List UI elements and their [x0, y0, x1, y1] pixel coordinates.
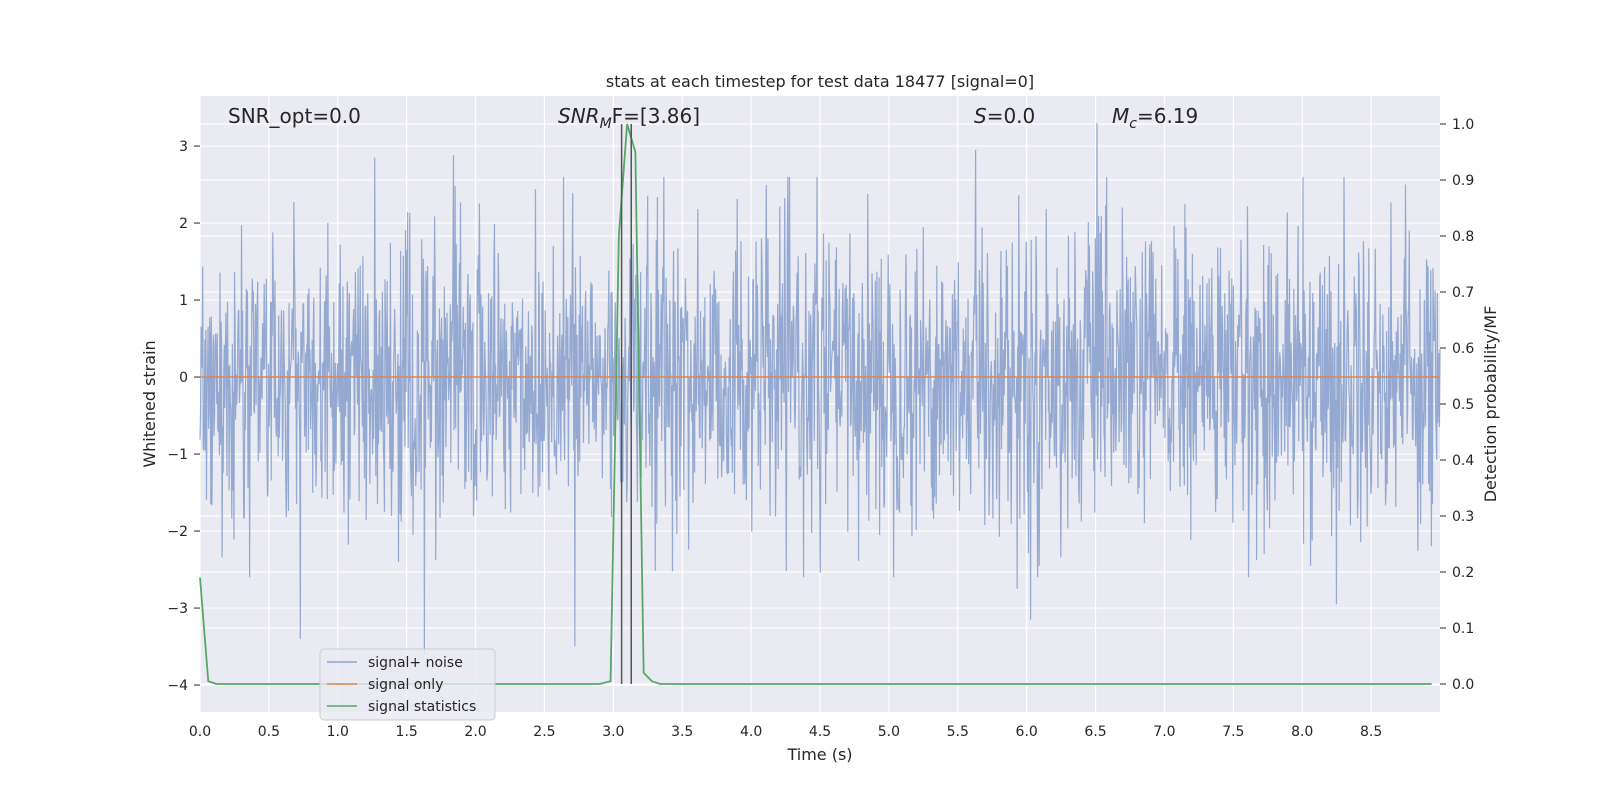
y-right-tick-label: 1.0: [1452, 117, 1474, 133]
y-axis-label-right: Detection probability/MF: [1481, 306, 1500, 503]
y-right-tick-labels: 0.0 0.1 0.2 0.3 0.4 0.5 0.6 0.7 0.8 0.9 1.0: [1440, 117, 1474, 693]
x-tick-label: 2.0: [464, 724, 486, 740]
y-left-tick-label: 2: [179, 216, 188, 232]
x-tick-label: 1.0: [327, 724, 349, 740]
y-right-tick-label: 0.4: [1452, 453, 1474, 469]
signal-statistics-series: [199, 123, 1432, 685]
x-tick-label: 3.0: [602, 724, 624, 740]
signal-statistics-line: [199, 123, 1432, 685]
annotation-mc: Mc=6.19: [1112, 104, 1198, 132]
y-left-tick-label: −1: [167, 447, 188, 463]
y-right-tick-label: 0.1: [1452, 621, 1474, 637]
y-left-tick-label: 0: [179, 370, 188, 386]
legend-label-signal-only: signal only: [368, 677, 443, 693]
annotation-snr-mf: SNRMF=[3.86]: [558, 104, 700, 132]
s-rest: =0.0: [987, 104, 1036, 128]
y-left-tick-label: −3: [167, 601, 188, 617]
x-tick-label: 2.5: [533, 724, 555, 740]
marker-lines: [620, 124, 632, 684]
x-tick-label: 7.5: [1222, 724, 1244, 740]
legend-label-signal-statistics: signal statistics: [368, 699, 476, 715]
x-tick-label: 8.5: [1360, 724, 1382, 740]
y-right-tick-label: 0.5: [1452, 397, 1474, 413]
legend: signal+ noise signal only signal statist…: [319, 648, 496, 721]
x-tick-label: 5.0: [878, 724, 900, 740]
mc-rest: =6.19: [1137, 104, 1198, 128]
y-left-tick-label: −2: [167, 524, 188, 540]
mc-sub: c: [1129, 116, 1137, 132]
x-tick-label: 6.0: [1016, 724, 1038, 740]
x-tick-label: 4.5: [809, 724, 831, 740]
y-left-tick-label: −4: [167, 678, 188, 694]
signal-noise-series: [199, 122, 1441, 655]
s-var: S: [974, 104, 987, 128]
y-right-tick-label: 0.3: [1452, 509, 1474, 525]
x-tick-label: 7.0: [1153, 724, 1175, 740]
x-tick-label: 8.0: [1291, 724, 1313, 740]
x-tick-label: 5.5: [947, 724, 969, 740]
snr-mf-base: SNR: [558, 104, 600, 128]
chart-title: stats at each timestep for test data 184…: [606, 72, 1034, 91]
legend-label-signal-noise: signal+ noise: [368, 655, 463, 671]
y-right-tick-label: 0.9: [1452, 173, 1474, 189]
x-tick-labels: 0.0 0.5 1.0 1.5 2.0 2.5 3.0 3.5 4.0 4.5 5.0 5.5 6.0 6…: [189, 724, 1382, 740]
snr-mf-sub: M: [600, 116, 612, 132]
y-axis-label-left: Whitened strain: [140, 340, 159, 467]
y-right-tick-label: 0.6: [1452, 341, 1474, 357]
x-tick-label: 1.5: [396, 724, 418, 740]
x-tick-label: 4.0: [740, 724, 762, 740]
y-right-tick-label: 0.8: [1452, 229, 1474, 245]
x-tick-label: 6.5: [1084, 724, 1106, 740]
x-tick-label: 0.0: [189, 724, 211, 740]
mc-base: M: [1112, 104, 1129, 128]
y-right-tick-label: 0.7: [1452, 285, 1474, 301]
y-left-tick-label: 1: [179, 293, 188, 309]
snr-mf-rest: F=[3.86]: [612, 104, 700, 128]
annotation-s: S=0.0: [974, 104, 1035, 128]
signal-noise-line: [199, 122, 1441, 655]
x-tick-label: 3.5: [671, 724, 693, 740]
y-right-tick-label: 0.0: [1452, 677, 1474, 693]
y-left-tick-label: 3: [179, 139, 188, 155]
annotation-snr-opt: SNR_opt=0.0: [228, 104, 361, 128]
legend-box: [319, 648, 496, 721]
x-tick-label: 0.5: [258, 724, 280, 740]
x-axis-label: Time (s): [786, 745, 852, 764]
y-right-tick-label: 0.2: [1452, 565, 1474, 581]
y-left-tick-labels: −4 −3 −2 −1 0 1 2 3: [167, 139, 200, 694]
